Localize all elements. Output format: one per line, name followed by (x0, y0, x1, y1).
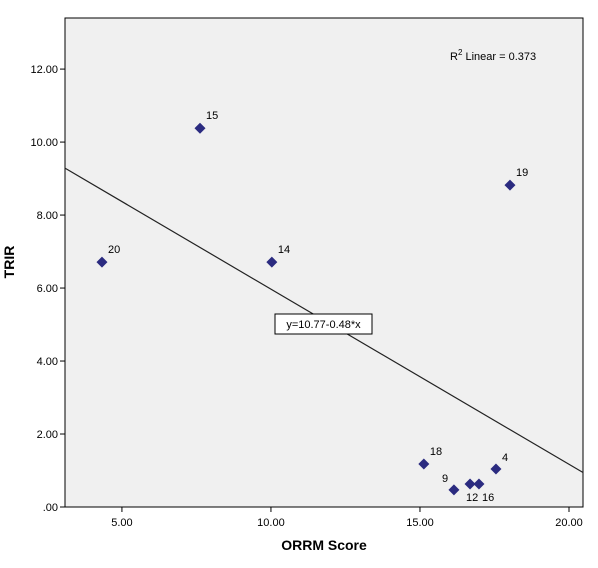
fit-label-box (274, 313, 373, 335)
y-axis-title: TRIR (1, 246, 17, 279)
point-label: 14 (278, 244, 290, 256)
y-tick-label: .00 (43, 502, 58, 514)
y-tick-label: 10.00 (30, 137, 58, 149)
r-squared: R2 Linear = 0.373 (450, 48, 536, 63)
x-tick-label: 10.00 (257, 517, 285, 529)
point-label: 16 (482, 492, 494, 504)
point (418, 458, 430, 470)
point (490, 463, 502, 475)
y-tick-label: 12.00 (30, 64, 58, 76)
point (473, 478, 485, 490)
point (96, 256, 108, 268)
point (464, 478, 476, 490)
x-tick-label: 5.00 (111, 517, 132, 529)
x-axis-title: ORRM Score (281, 537, 367, 553)
r-symbol: R (450, 51, 458, 63)
x-tick-label: 15.00 (406, 517, 434, 529)
point-label: 9 (442, 473, 448, 485)
point-label: 20 (108, 244, 120, 256)
point-label: 12 (466, 492, 478, 504)
r-superscript: 2 (458, 48, 463, 57)
y-tick-label: 2.00 (37, 429, 58, 441)
point (194, 122, 206, 134)
plot-area (64, 17, 584, 508)
y-tick-label: 4.00 (37, 356, 58, 368)
r-text: Linear = 0.373 (462, 51, 536, 63)
point-label: 19 (516, 167, 528, 179)
point-label: 15 (206, 110, 218, 122)
fit-label: y=10.77-0.48*x (286, 319, 361, 331)
point (448, 484, 460, 496)
y-tick-label: 6.00 (37, 283, 58, 295)
point-label: 18 (430, 446, 442, 458)
point-label: 4 (502, 452, 508, 464)
x-tick-label: 20.00 (555, 517, 583, 529)
y-tick-label: 8.00 (37, 210, 58, 222)
point (504, 179, 516, 191)
point (266, 256, 278, 268)
